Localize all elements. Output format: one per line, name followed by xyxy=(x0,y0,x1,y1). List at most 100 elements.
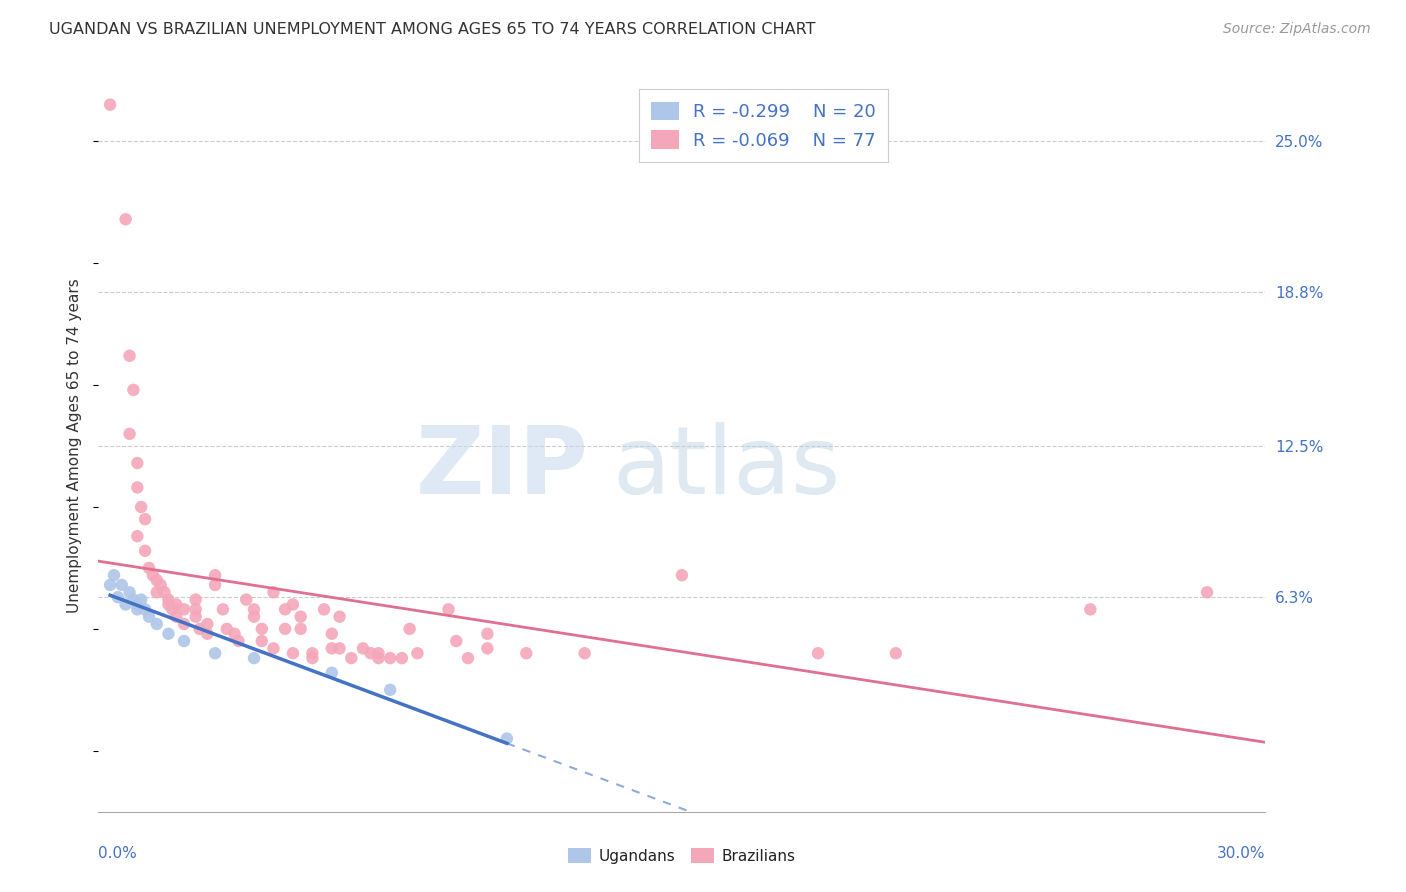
Point xyxy=(184,609,207,624)
Point xyxy=(146,573,169,587)
Point xyxy=(281,646,304,660)
Point xyxy=(118,426,141,441)
Point xyxy=(165,598,187,612)
Y-axis label: Unemployment Among Ages 65 to 74 years: Unemployment Among Ages 65 to 74 years xyxy=(67,278,83,614)
Point xyxy=(157,598,180,612)
Point xyxy=(235,592,257,607)
Point xyxy=(165,609,187,624)
Point xyxy=(224,626,246,640)
Point xyxy=(111,578,134,592)
Text: UGANDAN VS BRAZILIAN UNEMPLOYMENT AMONG AGES 65 TO 74 YEARS CORRELATION CHART: UGANDAN VS BRAZILIAN UNEMPLOYMENT AMONG … xyxy=(49,22,815,37)
Point xyxy=(457,651,479,665)
Point xyxy=(406,646,429,660)
Point xyxy=(391,651,413,665)
Text: ZIP: ZIP xyxy=(416,422,589,514)
Point xyxy=(127,480,149,494)
Point xyxy=(1080,602,1102,616)
Point xyxy=(157,592,180,607)
Point xyxy=(98,578,121,592)
Point xyxy=(204,568,226,582)
Point xyxy=(290,622,312,636)
Point xyxy=(321,626,343,640)
Point xyxy=(301,651,323,665)
Point xyxy=(446,634,468,648)
Point xyxy=(243,609,266,624)
Point xyxy=(162,602,184,616)
Point xyxy=(437,602,460,616)
Point xyxy=(195,617,218,632)
Point xyxy=(340,651,363,665)
Point xyxy=(157,626,180,640)
Point xyxy=(380,651,402,665)
Point xyxy=(127,602,149,616)
Point xyxy=(204,578,226,592)
Point xyxy=(262,641,284,656)
Text: Source: ZipAtlas.com: Source: ZipAtlas.com xyxy=(1223,22,1371,37)
Point xyxy=(184,602,207,616)
Point xyxy=(250,634,273,648)
Point xyxy=(134,544,156,558)
Point xyxy=(173,602,195,616)
Point xyxy=(188,622,211,636)
Legend: Ugandans, Brazilians: Ugandans, Brazilians xyxy=(562,842,801,870)
Point xyxy=(367,646,389,660)
Point xyxy=(122,592,145,607)
Point xyxy=(262,585,284,599)
Point xyxy=(281,598,304,612)
Point xyxy=(204,646,226,660)
Text: 30.0%: 30.0% xyxy=(1218,847,1265,862)
Point xyxy=(149,578,172,592)
Point xyxy=(153,585,176,599)
Point xyxy=(142,568,165,582)
Point xyxy=(114,598,136,612)
Point xyxy=(884,646,907,660)
Point xyxy=(134,512,156,526)
Point xyxy=(807,646,830,660)
Point xyxy=(173,634,195,648)
Text: 0.0%: 0.0% xyxy=(98,847,138,862)
Point xyxy=(1195,585,1218,599)
Point xyxy=(127,456,149,470)
Point xyxy=(173,617,195,632)
Point xyxy=(228,634,250,648)
Point xyxy=(138,609,160,624)
Point xyxy=(321,665,343,680)
Point xyxy=(515,646,537,660)
Point xyxy=(118,585,141,599)
Point xyxy=(380,682,402,697)
Point xyxy=(477,626,499,640)
Point xyxy=(243,651,266,665)
Point xyxy=(290,609,312,624)
Point xyxy=(477,641,499,656)
Point xyxy=(146,617,169,632)
Point xyxy=(574,646,596,660)
Point xyxy=(146,585,169,599)
Point xyxy=(496,731,519,746)
Point xyxy=(671,568,693,582)
Point xyxy=(312,602,335,616)
Point xyxy=(215,622,238,636)
Point xyxy=(360,646,382,660)
Point xyxy=(114,212,136,227)
Point xyxy=(301,646,323,660)
Point xyxy=(107,590,129,604)
Point xyxy=(127,529,149,543)
Point xyxy=(122,383,145,397)
Point xyxy=(367,651,389,665)
Point xyxy=(127,598,149,612)
Point xyxy=(243,602,266,616)
Point xyxy=(321,641,343,656)
Point xyxy=(250,622,273,636)
Point xyxy=(329,641,352,656)
Text: atlas: atlas xyxy=(612,422,841,514)
Point xyxy=(184,592,207,607)
Point xyxy=(138,561,160,575)
Point xyxy=(118,349,141,363)
Point xyxy=(103,568,125,582)
Point xyxy=(98,97,121,112)
Point xyxy=(195,626,218,640)
Point xyxy=(134,602,156,616)
Point xyxy=(129,500,152,514)
Point xyxy=(352,641,374,656)
Point xyxy=(329,609,352,624)
